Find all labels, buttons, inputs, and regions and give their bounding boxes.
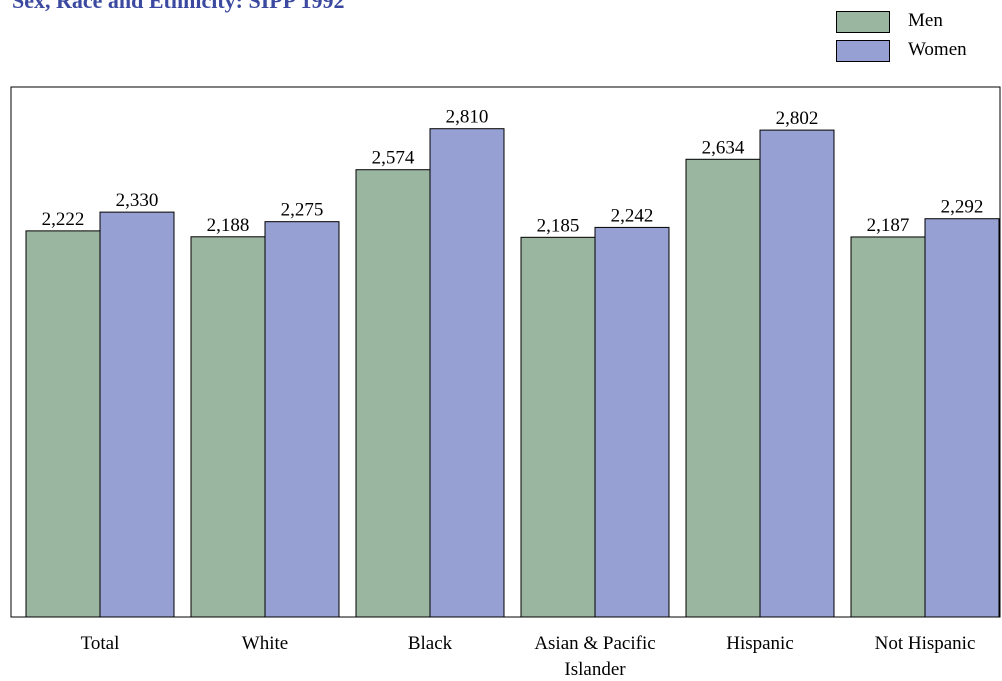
x-tick-label-4: Hispanic	[726, 633, 794, 654]
x-tick-label-5: Not Hispanic	[875, 633, 976, 654]
x-tick-label-2: Black	[408, 633, 453, 654]
data-label-women-5: 2,292	[941, 197, 984, 218]
data-label-men-2: 2,574	[372, 148, 415, 169]
bar-men-1	[190, 236, 266, 618]
bar-men-5	[850, 236, 926, 618]
data-label-men-0: 2,222	[42, 209, 85, 230]
data-label-men-3: 2,185	[537, 215, 580, 236]
data-label-men-5: 2,187	[867, 215, 910, 236]
bar-men-3	[520, 236, 596, 618]
bar-women-1	[264, 221, 340, 618]
bar-women-5	[924, 218, 1000, 618]
data-label-men-1: 2,188	[207, 215, 250, 236]
x-tick-label-0: Total	[81, 633, 120, 654]
chart-title: Sex, Race and Ethnicity: SIPP 1992	[12, 0, 345, 13]
bar-women-2	[429, 128, 505, 618]
bar-women-4	[759, 129, 835, 618]
legend-swatch-men	[836, 11, 890, 33]
bar-men-4	[685, 158, 761, 618]
bar-men-0	[25, 230, 101, 618]
x-tick-label-1: White	[242, 633, 288, 654]
data-label-men-4: 2,634	[702, 137, 745, 158]
x-tick-label-3: Asian & Pacific Islander	[534, 633, 655, 680]
plot-frame	[10, 86, 1001, 618]
bar-women-0	[99, 211, 175, 618]
data-label-women-3: 2,242	[611, 205, 654, 226]
legend-swatch-women	[836, 40, 890, 62]
legend-label-men: Men	[908, 10, 943, 31]
data-label-women-4: 2,802	[776, 108, 819, 129]
legend-label-women: Women	[908, 39, 967, 60]
bar-women-3	[594, 226, 670, 618]
data-label-women-2: 2,810	[446, 107, 489, 128]
bar-men-2	[355, 169, 431, 618]
data-label-women-0: 2,330	[116, 190, 159, 211]
data-label-women-1: 2,275	[281, 200, 324, 221]
